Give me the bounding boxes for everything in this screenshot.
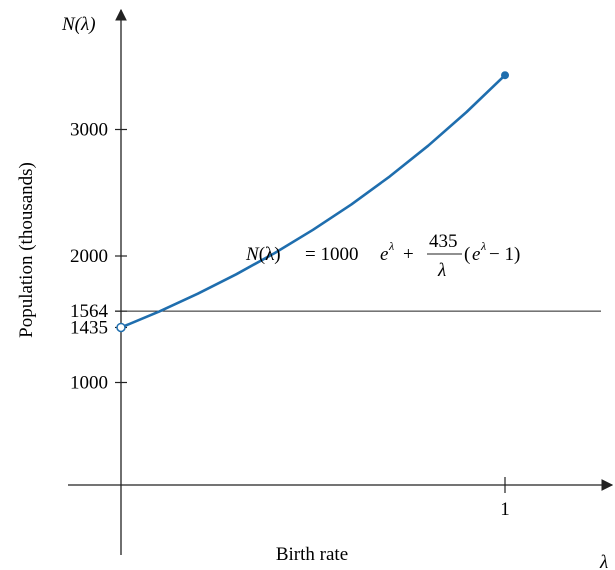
y-axis-symbol: N(λ)	[61, 14, 96, 35]
equation-eq: = 1000	[305, 244, 358, 265]
x-tick-label-1: 1	[500, 499, 510, 520]
series-start-marker	[116, 322, 126, 333]
equation-paren-open: (	[464, 244, 470, 265]
equation-e2: e	[472, 244, 480, 265]
y-tick-label-1000: 1000	[70, 373, 108, 394]
y-tick-label-2000: 2000	[70, 246, 108, 267]
y-tick-label-1435: 1435	[70, 317, 108, 338]
equation-annotation: N(λ) = 1000 e λ + 435 λ ( e λ − 1)	[245, 231, 520, 281]
y-axis-label: Population (thousands)	[16, 162, 37, 338]
equation-sup: λ	[388, 239, 394, 253]
equation-denominator: λ	[437, 260, 446, 281]
y-tick-label-1564: 1564	[70, 301, 109, 322]
equation-e: e	[380, 244, 388, 265]
x-axis-label: Birth rate	[276, 544, 348, 565]
x-axis-symbol: λ	[599, 552, 608, 570]
equation-sup2: λ	[480, 239, 486, 253]
equation-numerator: 435	[429, 231, 458, 252]
series-curve	[120, 74, 506, 329]
equation-lhs: N(λ)	[245, 244, 281, 265]
equation-plus: +	[403, 244, 414, 265]
series-end-marker	[501, 71, 509, 80]
y-tick-label-3000: 3000	[70, 120, 108, 141]
equation-paren-close: − 1)	[489, 244, 520, 265]
